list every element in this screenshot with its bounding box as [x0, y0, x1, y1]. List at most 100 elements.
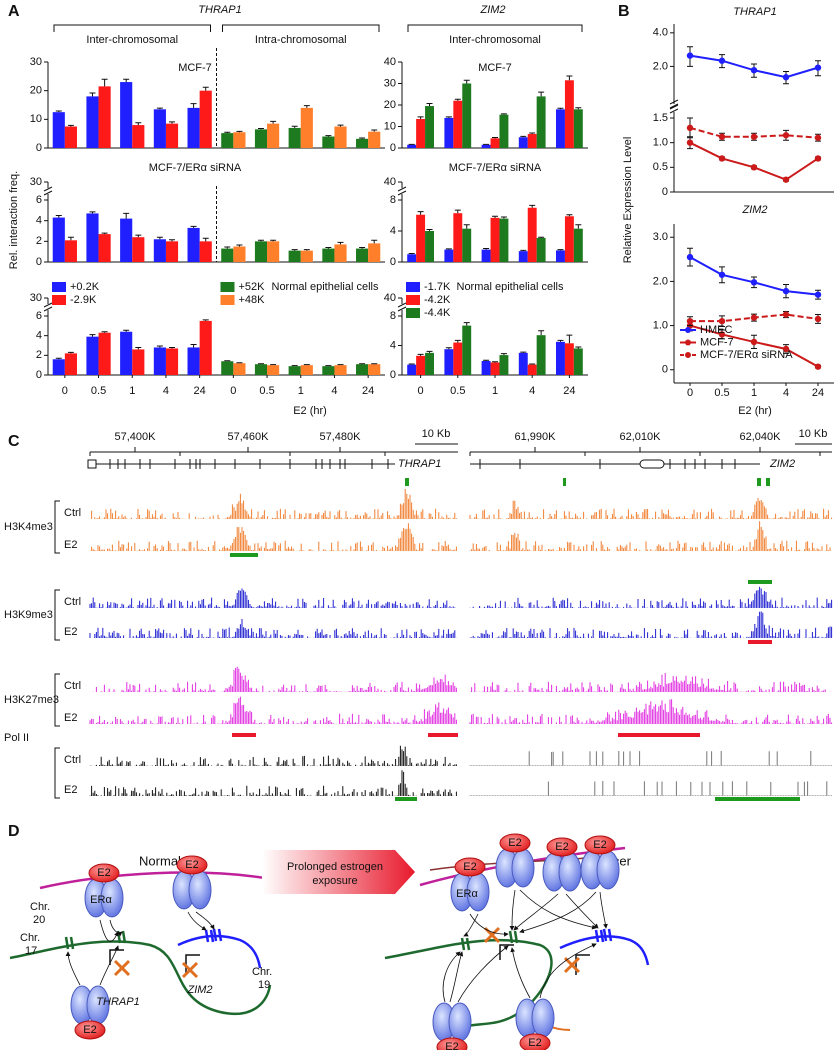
chart-header: ZIM2	[479, 4, 505, 16]
bar	[407, 254, 417, 262]
error-bar	[500, 113, 507, 115]
error-bar	[156, 236, 163, 240]
signal-track	[469, 521, 833, 551]
bar	[425, 106, 434, 148]
bar	[153, 109, 166, 148]
bar	[490, 362, 500, 375]
panel-label: D	[8, 823, 20, 840]
data-point	[814, 315, 822, 323]
legend-swatch	[220, 295, 235, 305]
legend-swatch	[52, 295, 66, 305]
data-point	[718, 271, 726, 278]
er-dimer	[188, 870, 212, 910]
chr-label: 17	[25, 945, 37, 957]
panel-label: C	[8, 433, 20, 450]
motif-mark	[563, 478, 566, 486]
error-bar	[270, 120, 277, 124]
legend-label: -4.4K	[424, 307, 451, 319]
interaction-arrow	[469, 913, 509, 937]
error-bar	[190, 344, 197, 348]
chromosome	[9, 940, 272, 1015]
legend-label: MCF-7	[700, 336, 734, 348]
highlight-bar	[748, 640, 772, 644]
error-bar	[202, 86, 209, 91]
axis-break	[669, 99, 679, 105]
y-tick-label: 30	[384, 77, 396, 89]
track-bracket	[54, 589, 60, 641]
data-point	[782, 74, 790, 81]
condition-label: E2	[64, 784, 77, 796]
group-label: Inter-chromosomal	[449, 34, 541, 46]
highlight-bar	[748, 580, 772, 584]
legend-label: -1.7K	[424, 281, 451, 293]
error-bar	[557, 339, 564, 342]
series-line	[689, 256, 819, 296]
promoter	[109, 949, 124, 965]
y-tick-label: 40	[384, 176, 396, 188]
bar	[132, 237, 145, 262]
y-tick-label: 30	[30, 292, 42, 304]
gene-mark	[607, 928, 613, 942]
bar	[52, 217, 65, 262]
e2-ligand	[74, 1020, 106, 1040]
e2-label: E2	[593, 839, 606, 851]
axis-break	[397, 190, 407, 196]
interaction-arrow	[509, 889, 516, 931]
bar	[356, 364, 369, 375]
highlight-bar	[715, 797, 800, 801]
track-bracket	[54, 747, 60, 799]
e2-ligand	[546, 837, 578, 857]
interaction-arrow	[513, 893, 559, 931]
y-tick-label: 6	[36, 194, 42, 206]
error-bar	[557, 249, 564, 251]
highlight-bar	[618, 733, 700, 737]
motif-mark	[766, 478, 770, 486]
arrow-label: Prolonged estrogen	[287, 861, 383, 873]
error-bar	[445, 116, 452, 118]
gene-box	[87, 459, 97, 469]
data-point	[782, 287, 790, 295]
error-bar	[303, 249, 310, 251]
bar	[527, 364, 537, 375]
data-point	[718, 155, 726, 162]
error-bar	[101, 331, 108, 333]
error-bar	[123, 212, 130, 219]
legend-swatch	[52, 282, 66, 292]
bar	[199, 90, 212, 148]
bar	[556, 341, 565, 375]
data-point	[782, 132, 790, 139]
bar	[267, 365, 280, 375]
legend-label: -4.2K	[424, 294, 451, 306]
error-bar	[417, 211, 424, 215]
error-bar	[566, 334, 573, 344]
bar	[573, 109, 583, 148]
error-bar	[359, 137, 366, 139]
error-bar	[566, 75, 573, 81]
legend-label: HMEC	[700, 324, 732, 336]
bar	[288, 250, 301, 262]
e2-label: E2	[83, 1024, 96, 1036]
legend-label: +0.2K	[70, 281, 100, 293]
gene-box	[639, 459, 665, 469]
bar	[254, 129, 268, 148]
y-tick-label: 0	[390, 256, 396, 268]
e2-ligand	[88, 863, 120, 883]
chart-subtitle: Normal epithelial cells	[272, 281, 379, 293]
block-mark	[563, 956, 581, 974]
error-bar	[190, 103, 197, 108]
bar	[564, 216, 574, 262]
signal-track	[89, 696, 457, 724]
data-point	[718, 317, 726, 325]
y-tick-label: 30	[30, 56, 42, 68]
legend-label: MCF-7/ERα siRNA	[700, 349, 793, 361]
error-bar	[236, 244, 243, 247]
y-tick-label: 1.5	[653, 112, 668, 124]
gene-mark	[217, 928, 223, 942]
track-bracket	[54, 500, 60, 554]
y-tick-label: 3.0	[653, 231, 668, 243]
bar	[556, 250, 565, 262]
bar	[490, 138, 500, 148]
error-bar	[359, 247, 366, 249]
y-axis-label: Rel. interaction freq.	[8, 171, 20, 269]
